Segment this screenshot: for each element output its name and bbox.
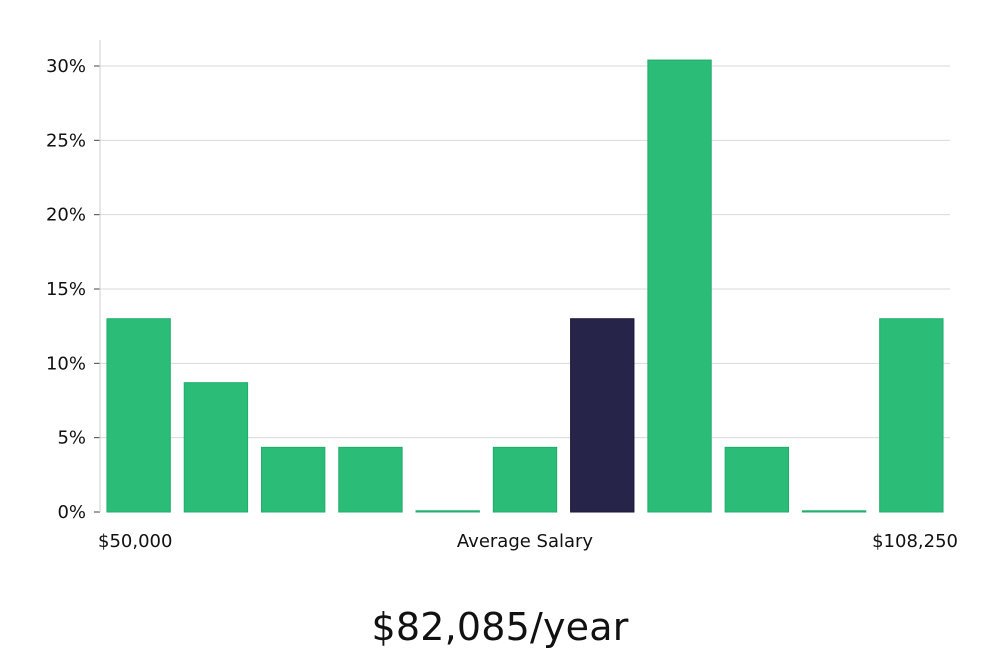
salary-bar [724,446,790,513]
salary-bar [183,382,249,513]
bars-layer [106,59,944,513]
average-salary-value: $82,085/year [371,605,629,649]
salary-bar [492,446,558,513]
salary-bar [647,59,712,513]
y-tick-label: 30% [46,56,86,77]
salary-bar [879,318,944,513]
salary-bar [801,510,867,513]
salary-bar [106,318,171,513]
y-tick-label: 15% [46,279,86,300]
x-max-label: $108,250 [872,531,958,552]
y-tick-label: 10% [46,353,86,374]
highlighted-salary-bar [570,318,635,513]
y-tick-label: 20% [46,205,86,226]
axis-layer: 0% 5% 10% 15% 20% 25% 30% [46,40,101,523]
grid-layer [100,65,950,439]
histogram-svg: 0% 5% 10% 15% 20% 25% 30% $50,000 Average Sala… [46,40,958,552]
y-tick-label: 25% [46,130,86,151]
y-tick-label: 0% [57,502,86,523]
x-min-label: $50,000 [98,531,172,552]
x-axis-label: Average Salary [457,531,594,552]
salary-bar [338,446,403,513]
salary-bar [261,446,326,513]
y-tick-label: 5% [57,428,86,449]
salary-bar [415,510,480,513]
